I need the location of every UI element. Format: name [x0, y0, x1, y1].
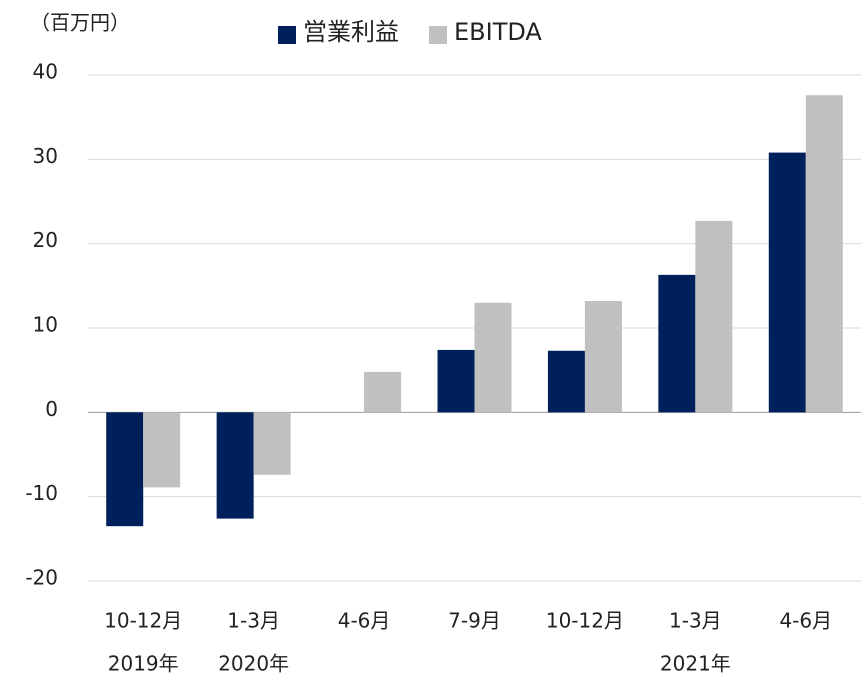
bar — [695, 220, 733, 413]
bar — [106, 412, 144, 527]
bar — [216, 412, 254, 519]
x-tick-label: 1-3月 — [669, 609, 722, 633]
x-tick-label: 7-9月 — [448, 609, 501, 633]
x-tick-label: 10-12月 — [104, 609, 182, 633]
x-year-label: 2020年 — [218, 652, 289, 676]
y-tick-label: 0 — [45, 397, 58, 421]
y-tick-label: 10 — [33, 313, 58, 337]
y-tick-label: -20 — [25, 566, 58, 590]
bar — [364, 371, 402, 413]
x-tick-label: 4-6月 — [338, 609, 391, 633]
y-tick-label: 30 — [33, 144, 58, 168]
x-tick-label: 10-12月 — [546, 609, 624, 633]
y-tick-label: 20 — [33, 228, 58, 252]
bar — [658, 274, 696, 413]
y-tick-label: 40 — [33, 60, 58, 84]
bar — [143, 412, 181, 488]
bar — [805, 95, 843, 413]
bar — [437, 349, 475, 413]
bar — [547, 350, 585, 413]
x-tick-label: 4-6月 — [779, 609, 832, 633]
y-tick-label: -10 — [25, 481, 58, 505]
legend-label: 営業利益 — [303, 18, 399, 46]
legend-swatch — [429, 26, 447, 44]
x-year-label: 2019年 — [108, 652, 179, 676]
bar — [584, 301, 622, 413]
legend-swatch — [278, 26, 296, 44]
x-year-label: 2021年 — [660, 652, 731, 676]
legend-label: EBITDA — [454, 18, 542, 46]
bar — [768, 152, 806, 413]
unit-label: （百万円） — [30, 11, 130, 35]
bar — [253, 412, 291, 475]
x-tick-label: 1-3月 — [227, 609, 280, 633]
bar — [474, 302, 512, 413]
